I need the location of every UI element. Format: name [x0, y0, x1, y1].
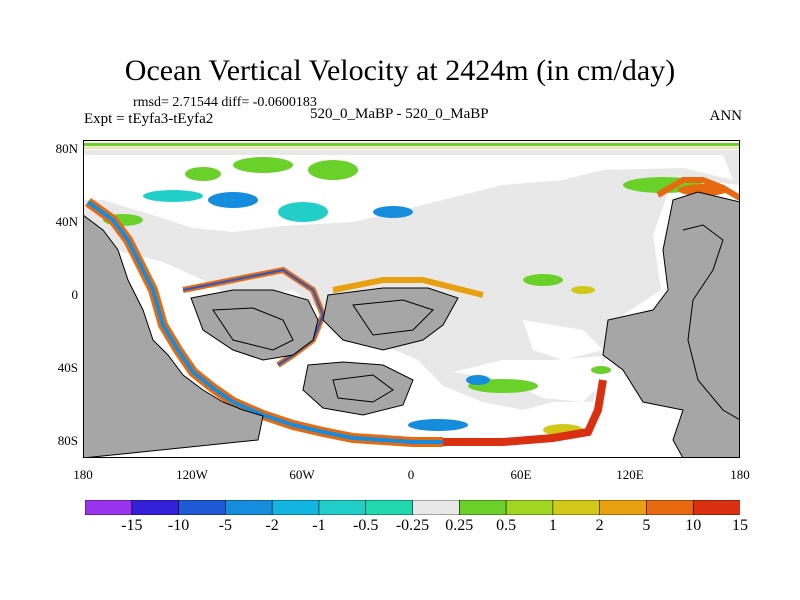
colorbar-swatch — [131, 500, 180, 515]
lon-label-120w: 120W — [176, 467, 208, 482]
lon-label-120e: 120E — [616, 467, 644, 482]
colorbar-tick-label: 1 — [548, 517, 557, 534]
lat-label-40s: 40S — [57, 360, 78, 375]
lon-label-180w: 180 — [73, 467, 93, 482]
continent-east — [602, 191, 740, 458]
americas-coast-velocity-band-inner — [86, 200, 443, 444]
white-pocket-east — [523, 320, 603, 360]
arctic-velocity-strip-green — [83, 143, 740, 146]
white-pocket-north — [83, 155, 733, 232]
lat-label-80n: 80N — [55, 141, 78, 156]
continent-west — [83, 214, 264, 458]
continent-central-east — [322, 287, 459, 351]
colorbar-tick-label: -15 — [121, 517, 143, 534]
season-label: ANN — [709, 108, 743, 124]
colorbar-tick-label: -0.5 — [353, 517, 379, 534]
colorbar-tick-label: -10 — [167, 517, 190, 534]
map-frame — [83, 140, 740, 458]
colorbar-swatch — [271, 500, 320, 515]
case-label: 520_0_MaBP - 520_0_MaBP — [310, 106, 489, 122]
colorbar-tick-label: -1 — [312, 517, 326, 534]
continent-central-south — [302, 361, 414, 416]
colorbar-swatch — [458, 500, 507, 515]
colorbar-swatch — [412, 500, 461, 515]
lat-label-80s: 80S — [57, 433, 78, 448]
colorbar-swatch — [318, 500, 367, 515]
colorbar-swatch — [178, 500, 227, 515]
colorbar-tick-label: 15 — [732, 517, 748, 534]
colorbar-tick-label: 10 — [685, 517, 702, 534]
colorbar-tick-label: 0.25 — [445, 517, 474, 534]
colorbar-swatch — [365, 500, 414, 515]
lat-label-40n: 40N — [55, 214, 78, 229]
stats-label: rmsd= 2.71544 diff= -0.0600183 — [133, 95, 317, 110]
colorbar-swatch — [85, 500, 133, 515]
colorbar-tick-label: 2 — [595, 517, 604, 534]
lon-label-0: 0 — [407, 467, 415, 482]
white-pocket-south — [453, 356, 603, 402]
land-masses — [83, 191, 740, 458]
colorbar-swatch — [552, 500, 601, 515]
ocean-velocity-map — [83, 140, 740, 458]
colorbar-swatch — [646, 500, 695, 515]
lon-label-60e: 60E — [510, 467, 532, 482]
colorbar-tick-label: -5 — [218, 517, 232, 534]
velocity-patches — [103, 157, 728, 436]
continent-central-north — [190, 289, 319, 361]
colorbar-tick-label: -2 — [265, 517, 279, 534]
colorbar-tick-label: -0.25 — [395, 517, 430, 534]
colorbar-tick-label: 5 — [642, 517, 651, 534]
colorbar-tick-label: 0.5 — [496, 517, 517, 534]
colorbar-swatch — [692, 500, 740, 515]
colorbar — [85, 500, 740, 515]
colorbar-swatch — [225, 500, 273, 515]
europe-coast-velocity-band — [332, 277, 484, 298]
plot-title: Ocean Vertical Velocity at 2424m (in cm/… — [124, 54, 676, 87]
lat-label-eq: 0 — [71, 287, 79, 302]
eastern-coast-velocity-band — [656, 177, 740, 201]
colorbar-swatch — [599, 500, 648, 515]
arctic-velocity-strip-yellow — [83, 147, 740, 149]
australia-coast-velocity-band — [443, 379, 607, 446]
experiment-label: Expt = tEyfa3-tEyfa2 — [84, 111, 214, 127]
lon-label-60w: 60W — [289, 467, 315, 482]
inner-coastlines — [212, 224, 740, 421]
colorbar-swatch — [505, 500, 554, 515]
lon-label-180e: 180 — [730, 467, 750, 482]
